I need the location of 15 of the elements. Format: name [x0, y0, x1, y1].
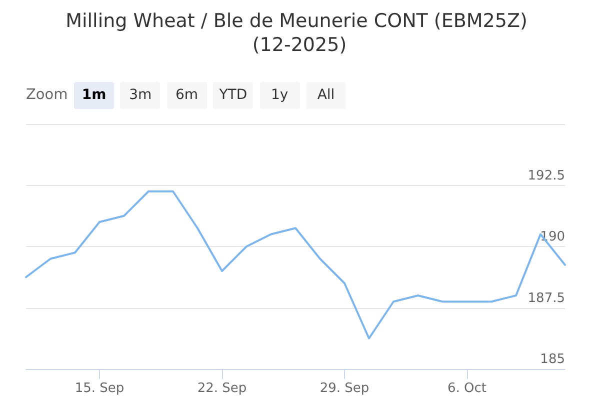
zoom-button: 6m — [166, 82, 207, 109]
x-tick-label: 15. Sep — [74, 381, 124, 396]
x-tick-label: 22. Sep — [197, 381, 247, 396]
zoom-button: 1y — [260, 82, 300, 109]
y-tick-label: 185 — [540, 352, 565, 367]
x-tick-label: 6. Oct — [447, 381, 487, 396]
y-tick-label: 187.5 — [528, 290, 565, 306]
text: Zoom — [26, 86, 68, 105]
y-tick-label: 192.5 — [528, 168, 565, 184]
x-tick-label: 29. Sep — [320, 381, 370, 396]
zoom-button: All — [306, 82, 346, 109]
zoom-button: 3m — [120, 82, 160, 109]
zoom-button: 1m — [74, 82, 114, 109]
zoom-button: YTD — [213, 82, 254, 109]
chart-title: Milling Wheat / Ble de Meunerie CONT (EBM25Z) (12-2025) — [66, 10, 534, 56]
